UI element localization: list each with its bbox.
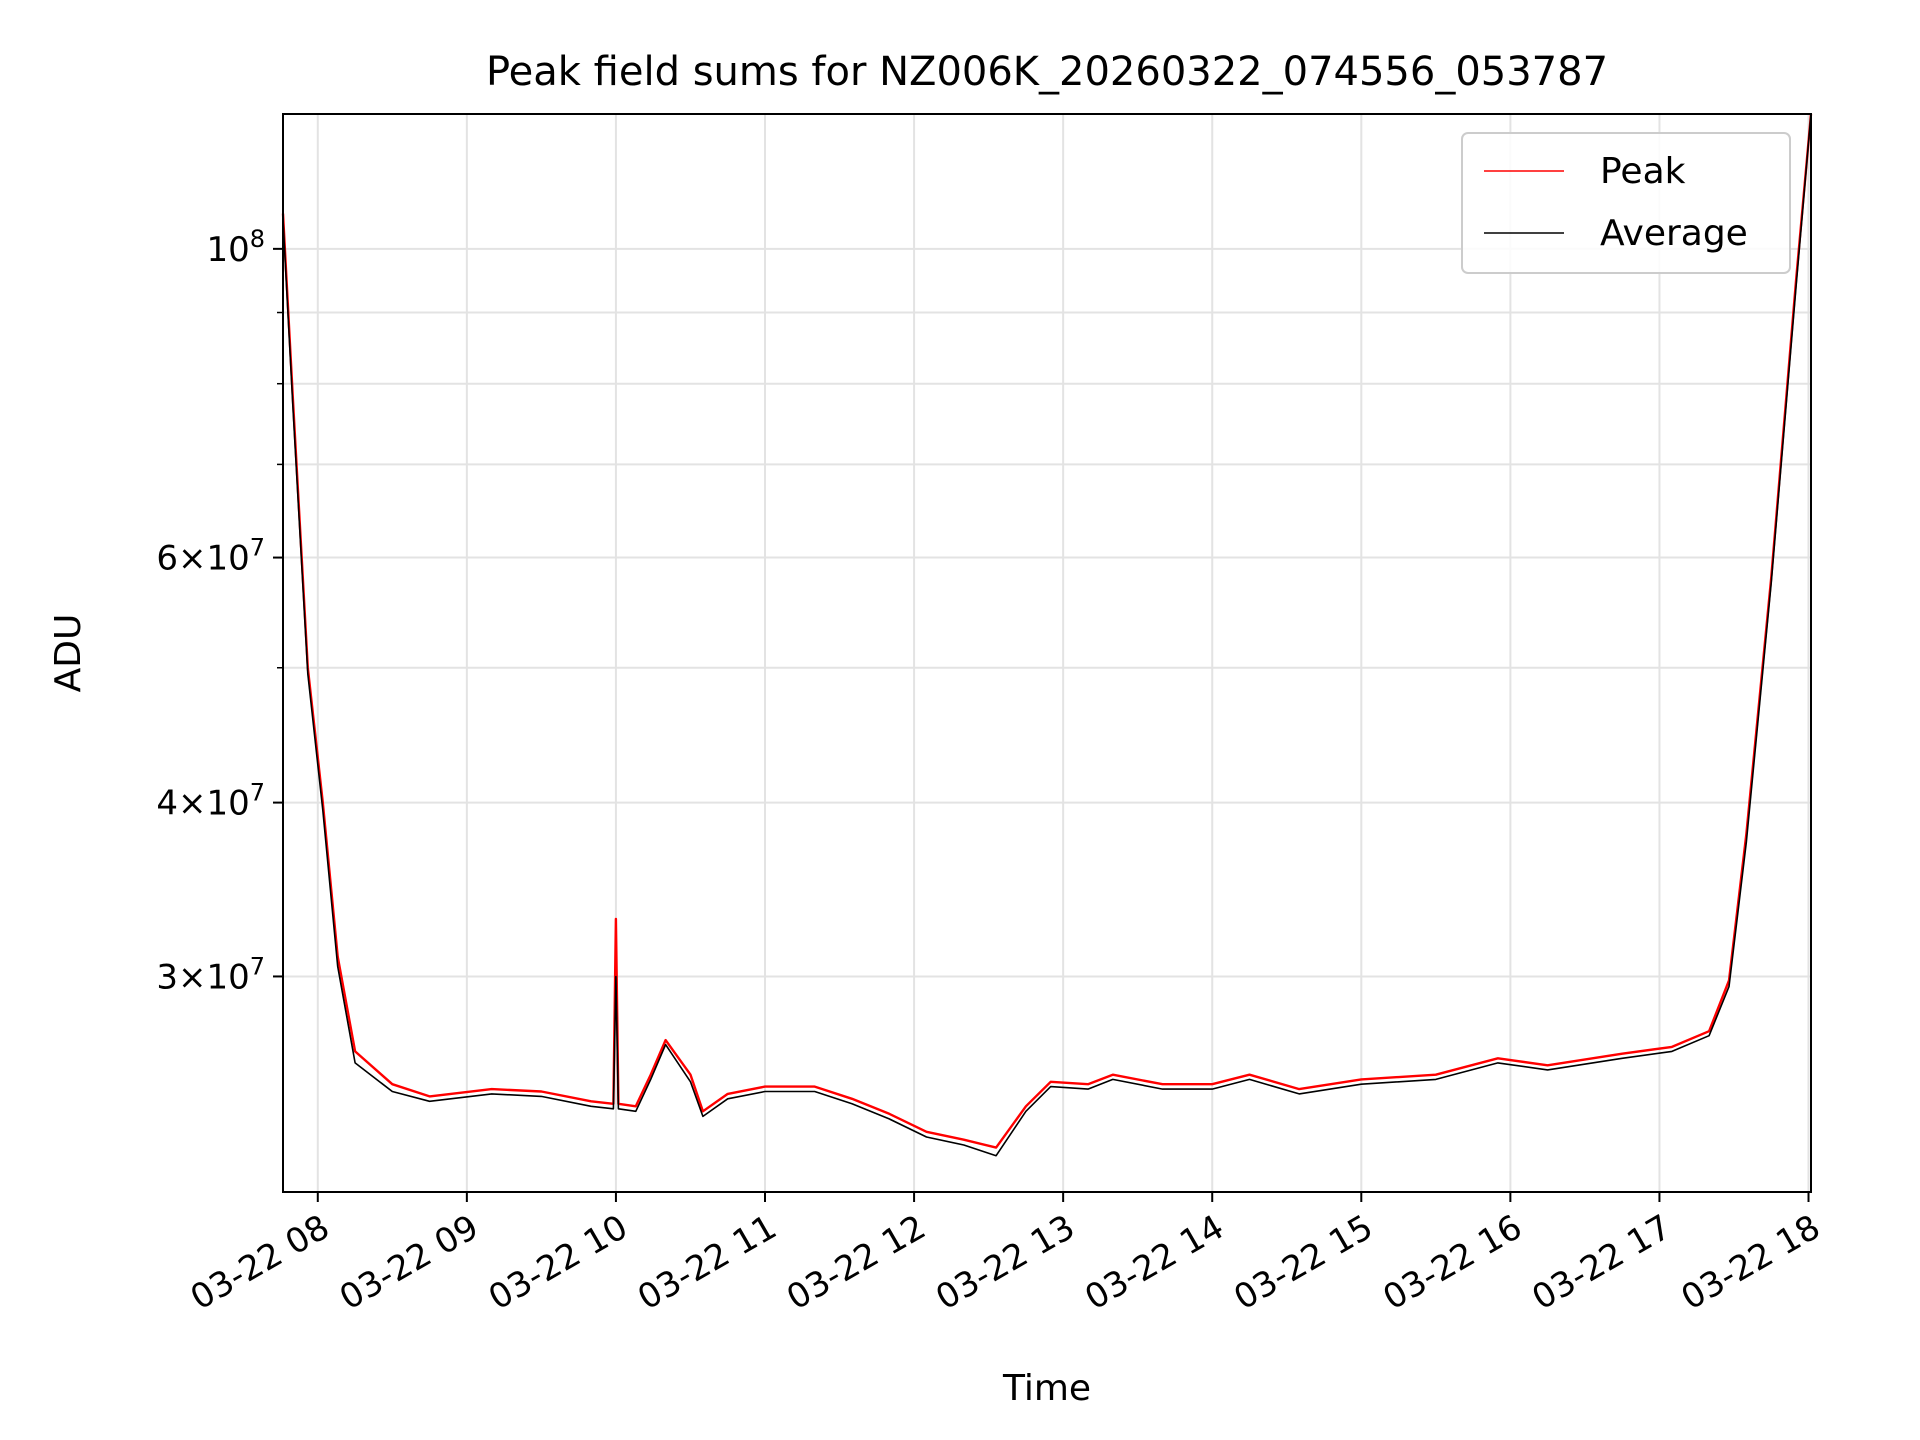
- x-axis-label: Time: [1002, 1368, 1091, 1409]
- legend: Peak Average: [1461, 132, 1791, 274]
- plot-frame: [282, 113, 1812, 1193]
- y-tick-label: 3×107: [156, 952, 265, 997]
- y-axis-label: ADU: [48, 614, 89, 693]
- series-line-average: [282, 113, 1812, 1157]
- y-tick-label: 108: [206, 225, 265, 270]
- chart-title: Peak field sums for NZ006K_20260322_0745…: [486, 49, 1608, 95]
- y-tick-label: 4×107: [156, 779, 265, 824]
- y-tick-label: 6×107: [156, 534, 265, 579]
- legend-label-peak: Peak: [1600, 151, 1686, 192]
- legend-label-average: Average: [1600, 213, 1748, 254]
- legend-box: [1461, 132, 1791, 274]
- series-layer: [281, 113, 1813, 1157]
- series-line-peak: [281, 113, 1813, 1149]
- grid: [283, 114, 1811, 1192]
